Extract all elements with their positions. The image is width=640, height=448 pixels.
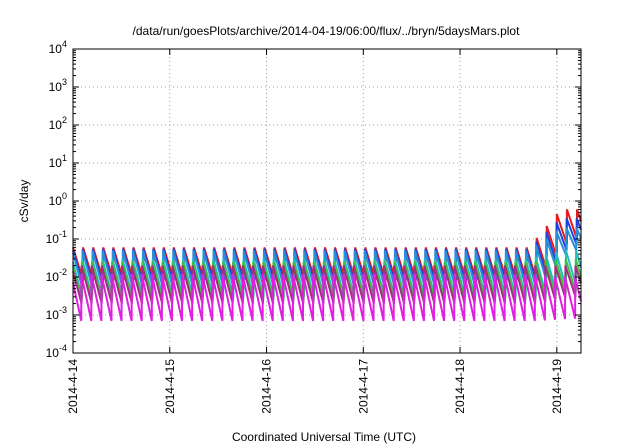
chart-title: /data/run/goesPlots/archive/2014-04-19/0… <box>133 24 521 38</box>
y-tick-label: 10-4 <box>46 343 67 360</box>
y-tick-label: 10-1 <box>46 229 67 246</box>
series-line <box>72 258 582 301</box>
x-tick-label: 2014-4-15 <box>163 359 177 414</box>
x-axis: 2014-4-14 2014-4-15 2014-4-16 2014-4-17 2014… <box>66 49 564 414</box>
series-line <box>72 265 582 304</box>
y-tick-label: 102 <box>49 115 67 132</box>
y-axis-label: cSv/day <box>17 180 31 223</box>
x-axis-label: Coordinated Universal Time (UTC) <box>232 430 416 444</box>
y-tick-label: 101 <box>49 153 67 170</box>
y-tick-label: 103 <box>49 77 67 94</box>
x-tick-label: 2014-4-14 <box>66 359 80 414</box>
x-tick-label: 2014-4-17 <box>356 359 370 414</box>
y-tick-label: 100 <box>49 191 67 208</box>
x-tick-label: 2014-4-18 <box>453 359 467 414</box>
y-tick-label: 10-2 <box>46 267 67 284</box>
y-tick-label: 10-3 <box>46 305 67 322</box>
x-tick-label: 2014-4-16 <box>260 359 274 414</box>
x-tick-label: 2014-4-19 <box>550 359 564 414</box>
series-line <box>72 273 582 322</box>
y-axis: 10-4 10-3 10-2 10-1 100 101 102 103 104 <box>46 39 581 360</box>
y-tick-label: 104 <box>49 39 67 56</box>
series-group <box>72 209 582 322</box>
